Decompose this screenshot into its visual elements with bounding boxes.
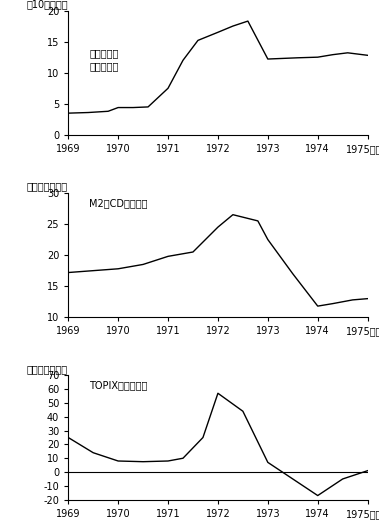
Text: TOPIX（年平均）: TOPIX（年平均） <box>89 380 147 390</box>
Text: （前年比，％）: （前年比，％） <box>26 181 67 191</box>
Text: M2＋CD（平残）: M2＋CD（平残） <box>89 198 148 208</box>
Text: 外貨準備高
（年末値）: 外貨準備高 （年末値） <box>89 48 119 71</box>
Text: （10億ドル）: （10億ドル） <box>26 0 68 9</box>
Text: （前年比，％）: （前年比，％） <box>26 364 67 374</box>
